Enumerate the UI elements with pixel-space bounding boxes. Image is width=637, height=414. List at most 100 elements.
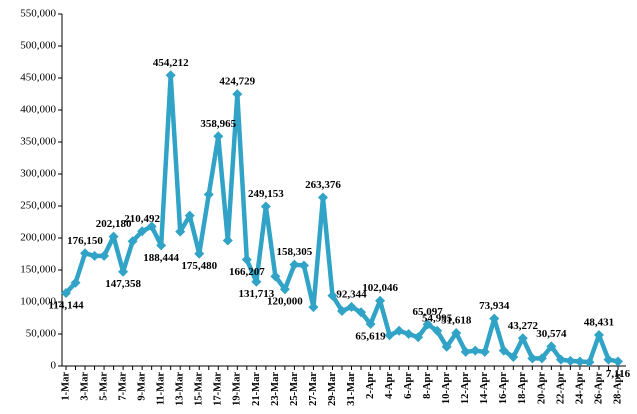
data-label: 188,444: [143, 252, 179, 264]
data-label: 92,344: [336, 288, 367, 300]
data-point: [137, 226, 148, 237]
x-tick-label: 12-Apr: [460, 372, 471, 404]
x-tick-label: 25-Mar: [289, 372, 300, 406]
data-point: [146, 221, 157, 232]
data-point: [517, 333, 528, 344]
y-tick-label: 100,000: [20, 296, 56, 308]
data-point: [108, 231, 119, 242]
data-label: 102,046: [362, 282, 398, 294]
data-point: [565, 355, 576, 366]
data-point: [213, 131, 224, 142]
data-point: [308, 302, 319, 313]
data-point: [156, 240, 167, 251]
data-label: 147,358: [105, 278, 141, 290]
x-tick-label: 11-Mar: [156, 372, 167, 406]
data-point: [61, 287, 71, 298]
data-point: [241, 254, 252, 265]
data-point: [165, 70, 176, 81]
x-tick-label: 28-Apr: [612, 372, 623, 404]
data-label: 43,272: [508, 320, 539, 332]
data-point: [451, 327, 462, 338]
data-point: [251, 276, 262, 287]
x-tick-label: 16-Apr: [498, 372, 509, 404]
data-point: [422, 319, 433, 330]
data-point: [337, 305, 347, 316]
data-label: 176,150: [67, 235, 103, 247]
x-tick-label: 7-Mar: [118, 372, 129, 401]
data-label: 158,305: [277, 246, 313, 258]
data-point: [546, 341, 557, 352]
data-point: [184, 210, 195, 221]
x-tick-label: 9-Mar: [137, 372, 148, 401]
data-label: 73,934: [479, 300, 510, 312]
data-label: 65,619: [355, 331, 386, 343]
data-point: [232, 89, 243, 100]
data-label: 358,965: [200, 118, 236, 130]
data-label: 202,180: [96, 218, 132, 230]
data-point: [413, 332, 424, 343]
data-point: [99, 250, 110, 261]
data-point: [384, 330, 395, 341]
y-tick-label: 300,000: [20, 168, 56, 180]
data-point: [470, 345, 481, 356]
data-point: [441, 341, 452, 352]
y-tick-label: 500,000: [20, 40, 56, 52]
x-tick-label: 15-Mar: [194, 372, 205, 406]
data-label: 54,995: [422, 312, 453, 324]
y-tick-label: 350,000: [20, 136, 56, 148]
data-label: 51,618: [441, 314, 472, 326]
data-point: [89, 250, 100, 261]
x-tick-label: 10-Apr: [441, 372, 452, 404]
data-point: [203, 189, 214, 200]
data-point: [432, 325, 443, 336]
data-point: [394, 325, 405, 336]
y-tick-label: 250,000: [20, 200, 56, 212]
data-point: [260, 201, 271, 212]
x-tick-label: 31-Mar: [346, 372, 357, 406]
x-tick-label: 4-Apr: [384, 372, 395, 399]
y-tick-label: 50,000: [26, 328, 57, 340]
x-tick-label: 27-Mar: [308, 372, 319, 406]
data-point: [127, 236, 138, 247]
data-point: [375, 295, 386, 306]
y-tick-label: 150,000: [20, 264, 56, 276]
data-label: 48,431: [584, 317, 614, 329]
y-tick-label: 450,000: [20, 72, 56, 84]
data-point: [118, 266, 129, 277]
data-point: [356, 307, 367, 318]
y-tick-label: 200,000: [20, 232, 56, 244]
data-point: [479, 346, 490, 357]
x-tick-label: 23-Mar: [270, 372, 281, 406]
data-point: [536, 353, 547, 364]
x-tick-label: 3-Mar: [79, 372, 90, 401]
x-tick-label: 13-Mar: [175, 372, 186, 406]
data-label: 131,713: [238, 288, 274, 300]
data-label: 175,480: [181, 260, 217, 272]
x-tick-label: 2-Apr: [365, 372, 376, 399]
x-tick-label: 20-Apr: [536, 372, 547, 404]
data-label: 65,097: [413, 306, 444, 318]
data-point: [346, 301, 357, 312]
data-point: [270, 271, 281, 282]
y-tick-label: 400,000: [20, 104, 56, 116]
data-label: 114,144: [48, 299, 84, 311]
data-label: 249,153: [248, 188, 284, 200]
data-point: [489, 313, 500, 324]
x-tick-label: 21-Mar: [251, 372, 262, 406]
data-label: 424,729: [219, 76, 255, 88]
y-tick-label: 550,000: [20, 8, 56, 20]
data-point: [194, 248, 205, 259]
data-point: [613, 356, 623, 367]
x-tick-label: 17-Mar: [213, 372, 224, 406]
y-tick-label: 0: [51, 360, 57, 372]
data-label: 7,116: [606, 368, 631, 380]
data-point: [584, 357, 595, 368]
data-point: [70, 277, 81, 288]
data-point: [327, 290, 338, 301]
x-tick-label: 8-Apr: [422, 372, 433, 399]
data-point: [603, 354, 614, 365]
data-label: 166,207: [229, 266, 265, 278]
data-label: 30,574: [536, 328, 567, 340]
data-point: [593, 330, 604, 341]
